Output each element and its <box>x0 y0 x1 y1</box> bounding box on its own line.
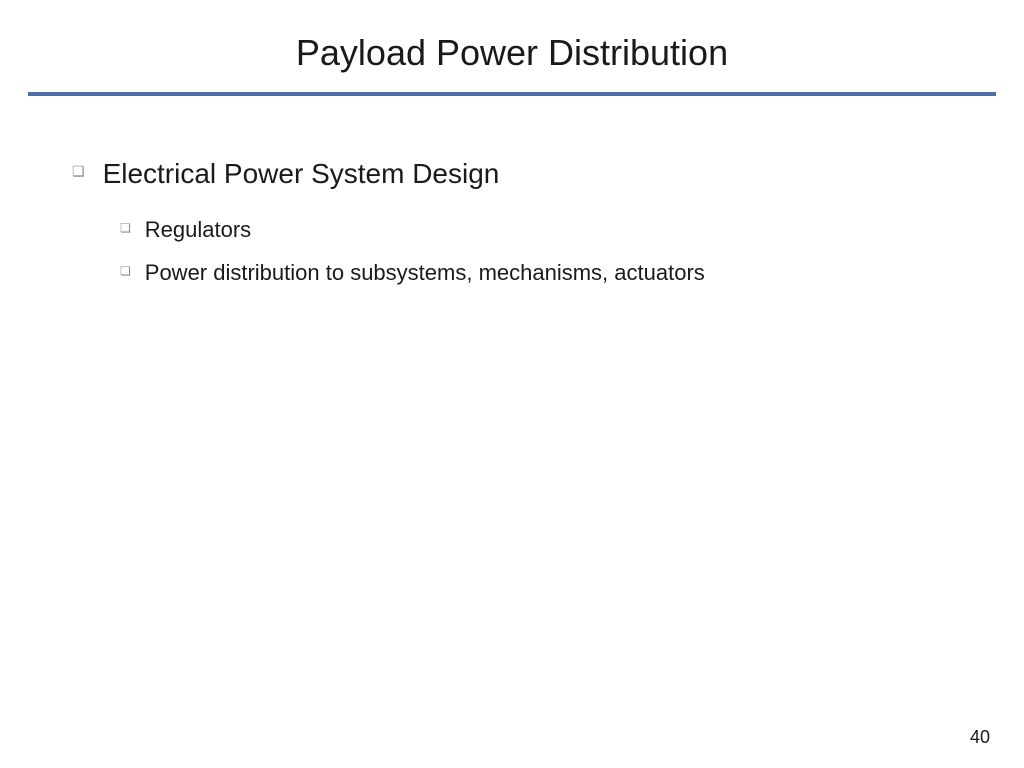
slide-content: ❏ Electrical Power System Design ❏ Regul… <box>0 96 1024 288</box>
bullet-text: Electrical Power System Design <box>103 156 500 192</box>
bullet-item: ❏ Power distribution to subsystems, mech… <box>120 259 952 288</box>
bullet-marker-icon: ❏ <box>120 222 131 234</box>
bullet-text: Power distribution to subsystems, mechan… <box>145 259 705 288</box>
bullet-marker-icon: ❏ <box>120 265 131 277</box>
page-number: 40 <box>970 727 990 748</box>
bullet-item: ❏ Regulators <box>120 216 952 245</box>
slide-title: Payload Power Distribution <box>0 32 1024 74</box>
bullet-marker-icon: ❏ <box>72 164 85 178</box>
slide-container: Payload Power Distribution ❏ Electrical … <box>0 0 1024 768</box>
bullet-item: ❏ Electrical Power System Design <box>72 156 952 192</box>
bullet-text: Regulators <box>145 216 251 245</box>
